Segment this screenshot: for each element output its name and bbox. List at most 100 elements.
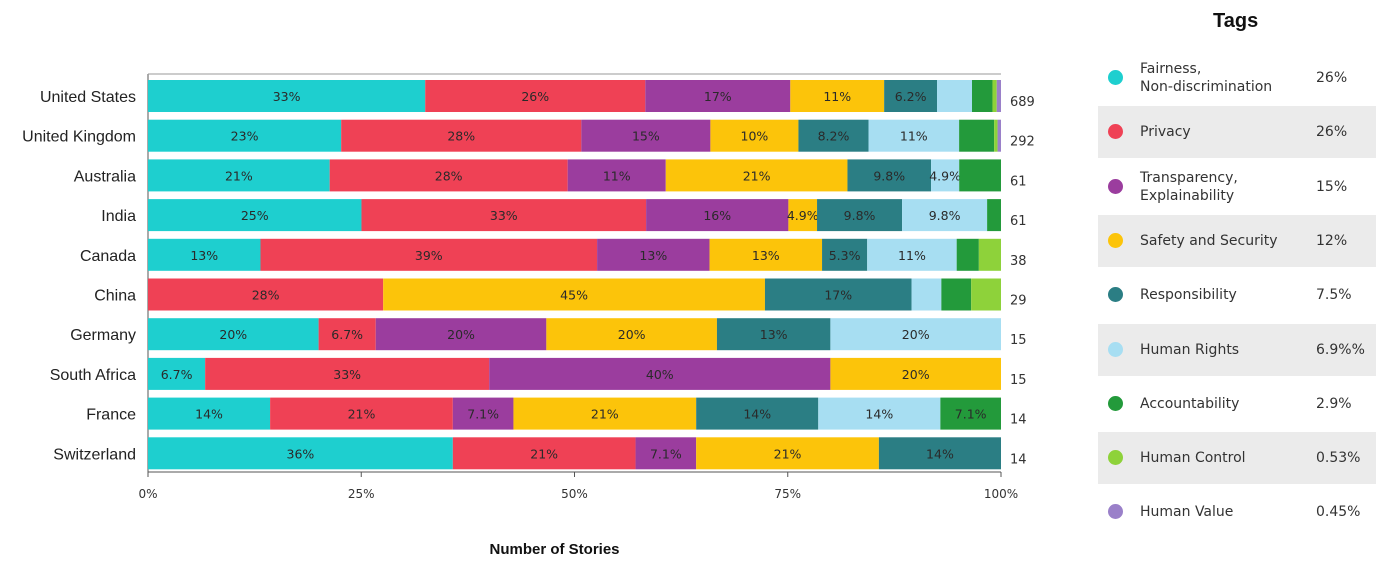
bar-data-label: 6.7% xyxy=(161,367,193,382)
bar-data-label: 28% xyxy=(252,288,280,303)
row-total: 14 xyxy=(1010,413,1027,428)
bar-segment-fairness-non-discrimination xyxy=(148,80,426,112)
bar-data-label: 26% xyxy=(521,89,549,104)
bar-data-label: 4.9% xyxy=(787,208,819,223)
legend-label: Transparency, Explainability xyxy=(1140,169,1238,204)
bar-segment-fairness-non-discrimination xyxy=(148,397,271,430)
bar-data-label: 21% xyxy=(225,168,253,183)
bar-segment-privacy xyxy=(341,119,582,152)
bar-segment-human-rights xyxy=(868,119,960,152)
bar-segment-accountability xyxy=(941,278,972,311)
bar-segment-responsibility xyxy=(696,397,819,430)
bar-segment-human-rights xyxy=(818,397,941,430)
bar-data-label: 20% xyxy=(902,367,930,382)
bar-data-label: 7.1% xyxy=(955,407,987,422)
bar-segment-transparency-explainability xyxy=(489,357,831,390)
bar-data-label: 10% xyxy=(741,129,769,144)
bar-segment-accountability xyxy=(940,397,1001,430)
row-total: 15 xyxy=(1010,373,1027,388)
legend-percentage: 7.5% xyxy=(1316,287,1352,304)
bar-segment-human-control xyxy=(978,238,1001,271)
category-label: France xyxy=(86,407,136,424)
category-label: Switzerland xyxy=(53,446,136,463)
bar-segment-accountability xyxy=(956,238,979,271)
bar-segment-human-rights xyxy=(931,159,960,192)
bar-data-label: 5.3% xyxy=(829,248,861,263)
bar-segment-responsibility xyxy=(822,238,868,271)
bar-segment-human-rights xyxy=(937,80,972,112)
bar-segment-human-control xyxy=(992,80,997,112)
bar-segment-transparency-explainability xyxy=(635,437,697,470)
category-label: South Africa xyxy=(50,367,136,384)
bar-data-label: 20% xyxy=(902,327,930,342)
bar-data-label: 17% xyxy=(704,89,732,104)
x-tick-label: 100% xyxy=(984,487,1018,501)
bar-segment-privacy xyxy=(148,278,384,311)
legend-label: Safety and Security xyxy=(1140,232,1278,249)
bar-segment-fairness-non-discrimination xyxy=(148,199,362,232)
bar-data-label: 7.1% xyxy=(467,407,499,422)
bar-segment-accountability xyxy=(959,119,995,152)
bar-segment-responsibility xyxy=(716,318,831,351)
bar-segment-privacy xyxy=(329,159,568,192)
legend-swatch xyxy=(1108,504,1123,520)
bar-segment-human-rights xyxy=(867,238,957,271)
bar-data-label: 21% xyxy=(348,407,376,422)
legend-swatch xyxy=(1108,178,1123,194)
bar-data-label: 21% xyxy=(591,407,619,422)
bar-data-label: 7.1% xyxy=(650,446,682,461)
bar-segment-safety-and-security xyxy=(696,437,879,470)
bar-data-label: 25% xyxy=(241,208,269,223)
legend-label: Responsibility xyxy=(1140,287,1237,304)
bar-data-label: 36% xyxy=(287,446,315,461)
bar-segment-safety-and-security xyxy=(788,199,818,232)
bar-data-label: 8.2% xyxy=(818,129,850,144)
bar-data-label: 21% xyxy=(774,446,802,461)
bar-segment-human-rights xyxy=(902,199,988,232)
bar-data-label: 13% xyxy=(639,248,667,263)
row-total: 689 xyxy=(1010,95,1035,110)
legend-item: Responsibility 7.5% xyxy=(1098,269,1376,321)
x-tick-label: 0% xyxy=(138,487,157,501)
legend-percentage: 0.53% xyxy=(1316,450,1361,467)
bar-segment-safety-and-security xyxy=(790,80,885,112)
bar-segment-transparency-explainability xyxy=(375,318,547,351)
legend-swatch xyxy=(1108,450,1123,466)
bar-data-label: 23% xyxy=(231,129,259,144)
legend-percentage: 26% xyxy=(1316,70,1348,86)
bar-segment-fairness-non-discrimination xyxy=(148,119,342,152)
row-total: 29 xyxy=(1010,294,1027,309)
category-label: China xyxy=(94,288,136,305)
legend-percentage: 6.9%% xyxy=(1316,341,1365,358)
legend-item: Privacy 26% xyxy=(1098,106,1376,159)
stacked-bar-chart: 0% 25% 50% 75% 100% United States 33% 26% 17% 11%… xyxy=(22,73,1035,501)
bar-data-label: 11% xyxy=(603,168,631,183)
bar-data-label: 13% xyxy=(760,327,788,342)
legend-label: Human Control xyxy=(1140,450,1246,467)
bar-data-label: 14% xyxy=(926,446,954,461)
bar-segment-transparency-explainability xyxy=(567,159,666,192)
legend-swatch xyxy=(1108,341,1123,357)
bar-data-label: 15% xyxy=(632,129,660,144)
legend-percentage: 2.9% xyxy=(1316,395,1352,412)
bar-data-label: 28% xyxy=(435,168,463,183)
bar-segment-safety-and-security xyxy=(546,318,717,351)
bar-segment-privacy xyxy=(318,318,376,351)
bar-data-label: 16% xyxy=(703,208,731,223)
bar-segment-fairness-non-discrimination xyxy=(148,159,330,192)
bar-data-label: 14% xyxy=(195,407,223,422)
bar-segment-privacy xyxy=(260,238,598,271)
bar-data-label: 20% xyxy=(618,327,646,342)
bar-data-label: 6.2% xyxy=(895,89,927,104)
bar-segment-responsibility xyxy=(884,80,938,112)
bar-data-label: 9.8% xyxy=(929,208,961,223)
bar-data-label: 21% xyxy=(743,168,771,183)
x-axis-title: Number of Stories xyxy=(489,541,620,558)
bar-segment-human-rights xyxy=(830,318,1001,351)
bar-segment-safety-and-security xyxy=(665,159,848,192)
bar-data-label: 11% xyxy=(898,248,926,263)
bar-segment-fairness-non-discrimination xyxy=(148,238,261,271)
bar-data-label: 14% xyxy=(743,407,771,422)
bar-data-label: 45% xyxy=(560,288,588,303)
row-total: 14 xyxy=(1010,452,1027,467)
